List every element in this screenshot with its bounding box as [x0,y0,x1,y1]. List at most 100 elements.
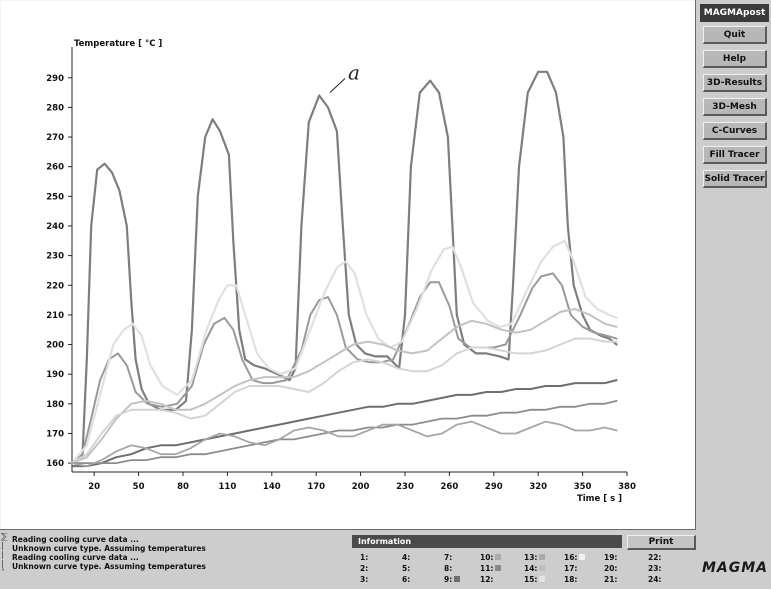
info-cell-label: 10: [480,553,494,562]
x-tick-label: 350 [574,482,592,492]
color-swatch [495,554,502,560]
info-cell-label: 23: [648,564,662,573]
magma-logo: MAGMA [701,560,769,576]
color-swatch [495,565,502,571]
3d-results-button[interactable]: 3D-Results [703,74,767,92]
print-button[interactable]: Print [627,535,696,550]
x-tick-label: 80 [177,482,189,492]
info-cell: 14: [524,564,564,574]
x-tick-label: 230 [396,482,414,492]
y-tick-label: 200 [46,341,64,351]
side-panel: MAGMApost Quit Help 3D-Results 3D-Mesh C… [700,4,771,194]
color-swatch [579,554,586,560]
information-header: Information [352,535,622,548]
info-cell: 23: [648,564,688,574]
info-cell-label: 18: [564,575,578,584]
info-cell-label: 9: [444,575,453,584]
info-cell: 5: [402,564,442,574]
series-line [71,400,618,464]
info-cell-label: 21: [604,575,618,584]
log-line: Unknown curve type. Assuming temperature… [12,562,206,571]
log-line: Reading cooling curve data ... [12,535,139,544]
series-line [71,337,618,465]
info-cell-label: 7: [444,553,453,562]
y-tick-label: 190 [46,370,64,380]
log-line: Unknown curve type. Assuming temperature… [12,544,206,553]
solid-tracer-button[interactable]: Solid Tracer [703,170,767,188]
annotation-leader [329,78,346,93]
info-cell: 11: [480,564,520,574]
info-cell: 17: [564,564,604,574]
y-tick-label: 280 [46,103,64,113]
info-cell-label: 11: [480,564,494,573]
series-line [71,272,618,465]
y-tick-label: 210 [46,311,64,321]
info-cell: 4: [402,553,442,563]
x-tick-label: 50 [133,482,145,492]
info-cell-label: 20: [604,564,618,573]
y-axis-label: Temperature [ °C ] [74,39,162,49]
series-line [71,308,618,465]
info-cell-label: 14: [524,564,538,573]
y-tick-label: 290 [46,74,64,84]
info-cell-label: 15: [524,575,538,584]
c-curves-button[interactable]: C-Curves [703,122,767,140]
info-cell: 12: [480,575,520,585]
info-cell-label: 16: [564,553,578,562]
info-cell: 10: [480,553,520,563]
info-cell: 19: [604,553,644,563]
info-cell: 7: [444,553,484,563]
series-line [70,70,618,465]
y-tick-label: 180 [46,400,64,410]
x-tick-label: 380 [618,482,636,492]
info-cell: 16: [564,553,604,563]
info-cell-label: 2: [360,564,369,573]
color-swatch [539,554,546,560]
fill-tracer-button[interactable]: Fill Tracer [703,146,767,164]
info-cell: 20: [604,564,644,574]
info-cell-label: 13: [524,553,538,562]
x-tick-label: 200 [352,482,370,492]
info-cell: 9: [444,575,484,585]
x-tick-label: 320 [529,482,547,492]
y-tick-label: 230 [46,252,64,262]
info-cell: 3: [360,575,400,585]
info-cell: 15: [524,575,564,585]
info-cell: 6: [402,575,442,585]
info-cell: 8: [444,564,484,574]
info-cell: 24: [648,575,688,585]
app-title: MAGMApost [700,4,769,22]
info-cell-label: 19: [604,553,618,562]
info-cell: 13: [524,553,564,563]
info-cell-label: 24: [648,575,662,584]
info-cell-label: 8: [444,564,453,573]
info-cell-label: 22: [648,553,662,562]
info-cell-label: 17: [564,564,578,573]
y-tick-label: 160 [46,459,64,469]
color-swatch [539,576,546,582]
information-panel: Information Print 1: 4: 7: 10: 13: 16: 19: 22: 2… [352,535,696,587]
status-log[interactable]: ⅀ | | | ˄ Reading cooling curve data ... Unk… [0,532,300,589]
help-button[interactable]: Help [703,50,767,68]
color-swatch [539,565,546,571]
y-tick-label: 220 [46,281,64,291]
info-cell-label: 12: [480,575,494,584]
quit-button[interactable]: Quit [703,26,767,44]
y-tick-label: 250 [46,192,64,202]
x-tick-label: 20 [88,482,100,492]
y-tick-label: 240 [46,222,64,232]
log-scroll-markers: ⅀ | | | ˄ [1,532,8,577]
plot-window: 160 170 180 190 200 210 220 230 240 250 260 270 280 2… [0,0,696,530]
log-line: Reading cooling curve data ... [12,553,139,562]
annotation-label: a [348,61,360,85]
cooling-curve-chart: 160 170 180 190 200 210 220 230 240 250 260 270 280 2… [46,39,636,504]
color-swatch [454,576,461,582]
info-cell: 22: [648,553,688,563]
x-tick-label: 290 [485,482,503,492]
y-tick-label: 270 [46,133,64,143]
x-tick-label: 260 [441,482,459,492]
x-tick-label: 170 [307,482,325,492]
x-axis-label: Time [ s ] [577,494,622,504]
info-cell: 21: [604,575,644,585]
3d-mesh-button[interactable]: 3D-Mesh [703,98,767,116]
